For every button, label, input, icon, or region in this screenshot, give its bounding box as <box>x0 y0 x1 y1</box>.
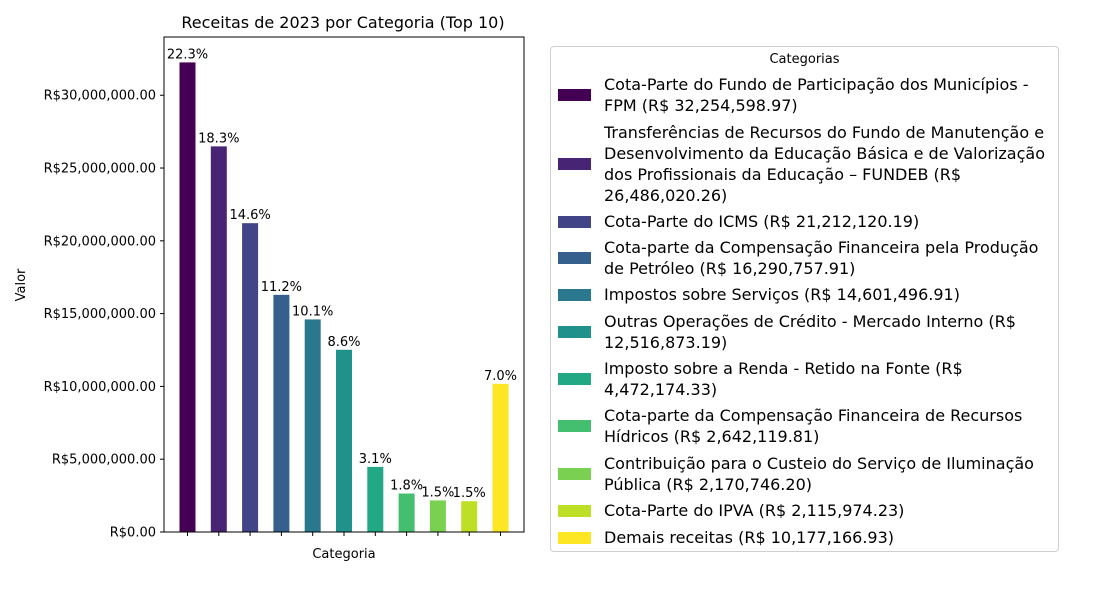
bar <box>273 294 290 532</box>
legend-swatch <box>558 373 591 385</box>
y-tick-label: R$30,000,000.00 <box>44 89 156 104</box>
y-tick-label: R$25,000,000.00 <box>44 162 156 177</box>
legend-swatch <box>558 531 591 544</box>
legend-item: Contribuição para o Custeio do Serviço d… <box>551 453 1058 495</box>
bar <box>461 501 478 532</box>
bar-value-label: 18.3% <box>198 131 239 146</box>
legend-swatch <box>558 468 591 480</box>
bar-value-label: 1.5% <box>453 486 486 501</box>
legend-title: Categorias <box>769 52 840 67</box>
x-axis-label: Categoria <box>312 547 375 562</box>
legend-item: Cota-Parte do IPVA (R$ 2,115,974.23) <box>551 500 1058 521</box>
y-tick-label: R$10,000,000.00 <box>44 380 156 395</box>
legend-item: Demais receitas (R$ 10,177,166.93) <box>551 527 1058 548</box>
legend: Categorias Cota-Parte do Fundo de Partic… <box>550 46 1059 552</box>
legend-label: Impostos sobre Serviços (R$ 14,601,496.9… <box>604 285 960 304</box>
legend-item: Impostos sobre Serviços (R$ 14,601,496.9… <box>551 284 1058 305</box>
legend-swatch <box>558 420 591 432</box>
legend-swatch <box>558 288 591 301</box>
bar-value-label: 3.1% <box>359 452 392 467</box>
legend-swatch <box>558 504 591 517</box>
bar <box>242 223 259 532</box>
bar-value-label: 14.6% <box>229 208 270 223</box>
bar-value-label: 11.2% <box>261 280 302 295</box>
bar-value-label: 8.6% <box>327 335 360 350</box>
legend-label: Cota-Parte do ICMS (R$ 21,212,120.19) <box>604 212 920 231</box>
plot-frame <box>163 36 525 533</box>
legend-swatch <box>558 326 591 338</box>
bar-value-label: 1.8% <box>390 479 423 494</box>
x-axis <box>187 532 501 536</box>
legend-label: Cota-parte da Compensação Financeira de … <box>604 406 1023 446</box>
bar-value-label: 10.1% <box>292 304 333 319</box>
y-axis-label: Valor <box>14 268 29 301</box>
bar-value-label: 1.5% <box>421 485 454 500</box>
legend-item: Cota-parte da Compensação Financeira de … <box>551 405 1058 447</box>
legend-label: Demais receitas (R$ 10,177,166.93) <box>604 528 894 547</box>
legend-swatch <box>558 158 591 170</box>
bar-value-label: 22.3% <box>167 47 208 62</box>
legend-label: Cota-Parte do Fundo de Participação dos … <box>604 75 1029 115</box>
y-tick-label: R$5,000,000.00 <box>52 453 156 468</box>
legend-item: Transferências de Recursos do Fundo de M… <box>551 122 1058 206</box>
bar <box>429 500 446 532</box>
legend-item: Cota-Parte do Fundo de Participação dos … <box>551 74 1058 116</box>
chart-title: Receitas de 2023 por Categoria (Top 10) <box>181 13 504 32</box>
bar <box>304 319 321 532</box>
y-tick-label: R$20,000,000.00 <box>44 234 156 249</box>
legend-label: Transferências de Recursos do Fundo de M… <box>604 123 1045 205</box>
legend-item: Outras Operações de Crédito - Mercado In… <box>551 311 1058 353</box>
legend-item: Cota-parte da Compensação Financeira pel… <box>551 237 1058 279</box>
bar <box>398 493 415 532</box>
bar-value-label: 7.0% <box>484 369 517 384</box>
legend-item: Cota-Parte do ICMS (R$ 21,212,120.19) <box>551 211 1058 232</box>
legend-label: Cota-Parte do IPVA (R$ 2,115,974.23) <box>604 501 905 520</box>
legend-swatch <box>558 215 591 228</box>
legend-label: Imposto sobre a Renda - Retido na Fonte … <box>604 359 963 399</box>
bar <box>367 466 384 532</box>
legend-label: Cota-parte da Compensação Financeira pel… <box>604 238 1039 278</box>
legend-item: Imposto sobre a Renda - Retido na Fonte … <box>551 358 1058 400</box>
legend-label: Outras Operações de Crédito - Mercado In… <box>604 312 1016 352</box>
bars: 22.3%18.3%14.6%11.2%10.1%8.6%3.1%1.8%1.5… <box>167 47 517 533</box>
legend-label: Contribuição para o Custeio do Serviço d… <box>604 454 1034 494</box>
bar <box>492 383 509 532</box>
legend-swatch <box>558 252 591 264</box>
legend-swatch <box>558 89 591 101</box>
y-tick-label: R$15,000,000.00 <box>44 307 156 322</box>
bar <box>210 146 227 532</box>
y-axis: R$0.00 R$5,000,000.00 R$10,000,000.00 R$15,… <box>44 89 164 541</box>
bar <box>179 62 196 533</box>
y-tick-label: R$0.00 <box>110 526 156 541</box>
bar <box>336 349 352 532</box>
